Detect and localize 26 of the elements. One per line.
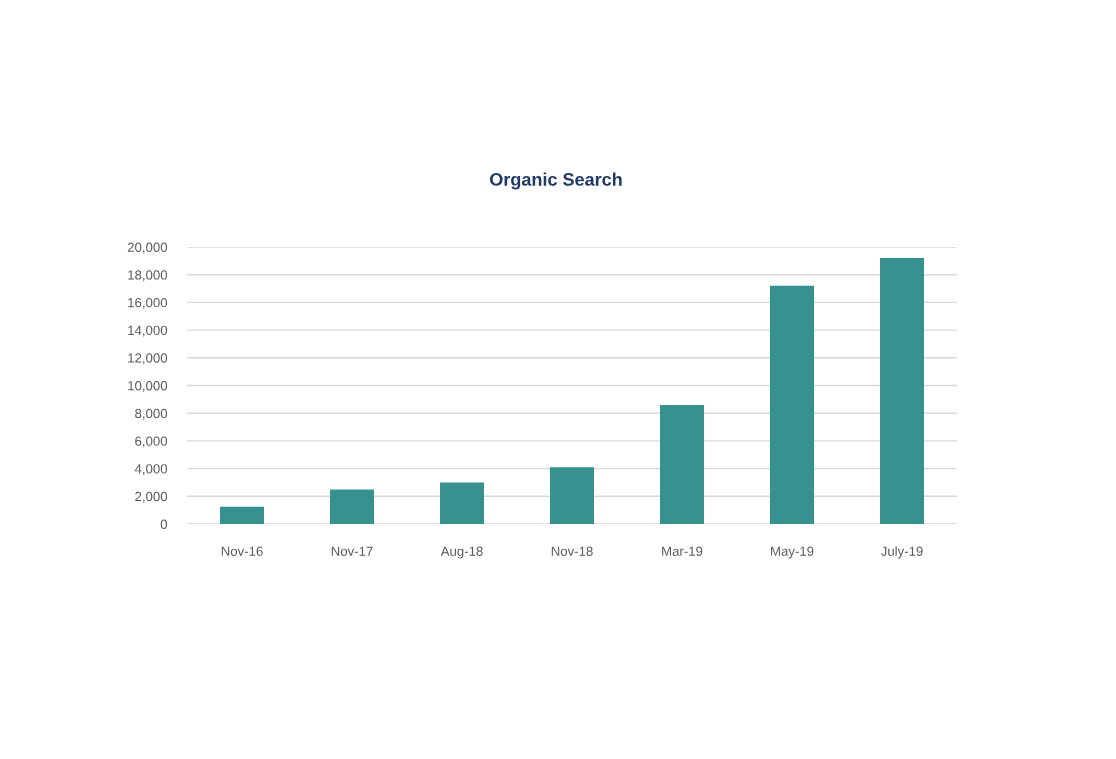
y-tick-label: 2,000 xyxy=(135,491,168,503)
y-tick-label: 12,000 xyxy=(128,353,168,365)
x-tick-label: July-19 xyxy=(880,546,923,559)
y-tick-label: 14,000 xyxy=(128,325,168,337)
y-tick-label: 4,000 xyxy=(134,464,168,476)
x-tick-label: Nov-16 xyxy=(221,546,263,556)
y-tick-label: 0 xyxy=(160,519,168,529)
y-tick-label: 10,000 xyxy=(128,381,168,392)
y-tick-label: 16,000 xyxy=(128,297,168,309)
y-tick-label: 20,000 xyxy=(127,242,168,254)
bar xyxy=(550,467,594,524)
bar xyxy=(660,404,704,524)
bar xyxy=(880,258,924,524)
bar xyxy=(770,285,814,524)
x-tick-label: Aug-18 xyxy=(440,546,483,559)
x-tick-label: Nov-17 xyxy=(331,546,373,556)
bar xyxy=(220,506,264,524)
y-tick-label: 8,000 xyxy=(135,408,168,420)
x-tick-label: Nov-18 xyxy=(551,546,593,556)
bar xyxy=(330,489,374,524)
y-tick-label: 18,000 xyxy=(128,270,168,282)
x-tick-label: Mar-19 xyxy=(662,546,703,556)
y-tick-label: 6,000 xyxy=(135,436,168,448)
bar xyxy=(440,482,484,524)
chart-title: Organic Search xyxy=(490,172,622,190)
x-tick-label: May-19 xyxy=(771,546,814,559)
